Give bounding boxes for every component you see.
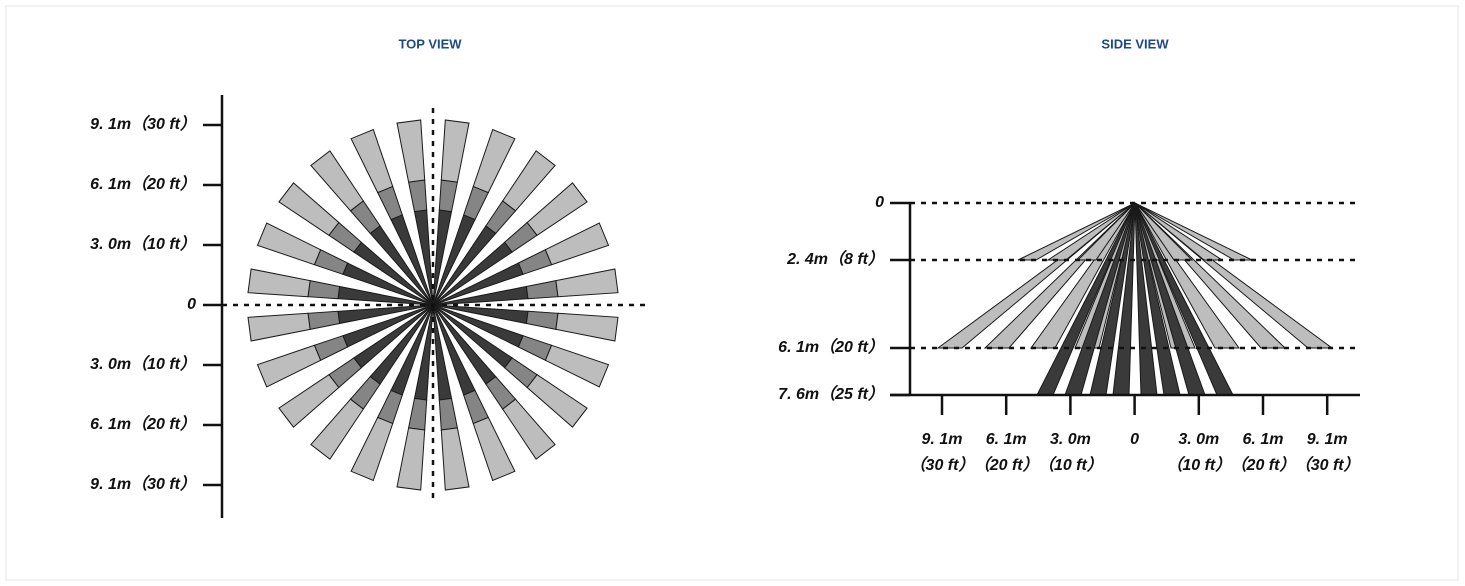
beam [1134, 202, 1194, 261]
beam-segment [256, 344, 322, 388]
beam-segment [310, 150, 364, 212]
beam-segment [440, 119, 470, 183]
beam [1134, 202, 1224, 261]
x-label: 6. 1m [986, 431, 1027, 448]
axis-label: 6. 1m（20 ft） [90, 414, 196, 433]
x-label: 9. 1m [922, 431, 963, 448]
x-label: 6. 1m [1243, 431, 1284, 448]
side-view: 02. 4m（8 ft）6. 1m（20 ft）7. 6m（25 ft）9. 1… [778, 194, 1360, 474]
beam-segment [256, 222, 322, 266]
x-label: （20 ft） [974, 455, 1039, 474]
beam-segment [310, 398, 364, 460]
beam-segment [440, 427, 470, 491]
axis-label: 3. 0m（10 ft） [90, 354, 196, 373]
beam-segment [555, 312, 619, 342]
x-label: （20 ft） [1231, 455, 1296, 474]
beam-segment [472, 128, 516, 194]
y-label: 0 [875, 194, 884, 211]
frame [5, 5, 1459, 581]
beam-segment [350, 128, 394, 194]
beam-segment [502, 150, 556, 212]
beam-segment [396, 119, 426, 183]
beam-segment [247, 312, 311, 342]
beam-segment [278, 182, 340, 236]
beam-segment [526, 182, 588, 236]
beam-segment [544, 344, 610, 388]
beam [1017, 202, 1136, 261]
x-label: （30 ft） [1295, 455, 1360, 474]
side-view-title: SIDE VIEW [1101, 36, 1169, 51]
beam-segment [472, 416, 516, 482]
axis-label: 6. 1m（20 ft） [90, 174, 196, 193]
beam [983, 202, 1136, 349]
axis-label: 9. 1m（30 ft） [90, 114, 196, 133]
beam-segment [526, 374, 588, 428]
beam-segment [278, 374, 340, 428]
top-view-title: TOP VIEW [398, 36, 462, 51]
x-label: 9. 1m [1307, 431, 1348, 448]
x-label: （30 ft） [910, 455, 975, 474]
axis-label: 0 [187, 296, 196, 313]
y-label: 6. 1m（20 ft） [778, 337, 884, 356]
x-label: （10 ft） [1166, 455, 1231, 474]
beam-segment [396, 427, 426, 491]
beam-segment [555, 268, 619, 298]
beam-segment [247, 268, 311, 298]
x-label: 3. 0m [1178, 431, 1219, 448]
beam-segment [350, 416, 394, 482]
beam-segment [544, 222, 610, 266]
y-label: 2. 4m（8 ft） [786, 249, 884, 268]
y-label: 7. 6m（25 ft） [778, 384, 884, 403]
x-label: 3. 0m [1050, 431, 1091, 448]
x-label: 0 [1130, 431, 1139, 448]
x-label: （10 ft） [1038, 455, 1103, 474]
axis-label: 9. 1m（30 ft） [90, 474, 196, 493]
axis-label: 3. 0m（10 ft） [90, 234, 196, 253]
beam-segment [502, 398, 556, 460]
top-view: 9. 1m（30 ft） 6. 1m（20 ft） 3. 0m（10 ft） 0 3. … [90, 95, 648, 518]
